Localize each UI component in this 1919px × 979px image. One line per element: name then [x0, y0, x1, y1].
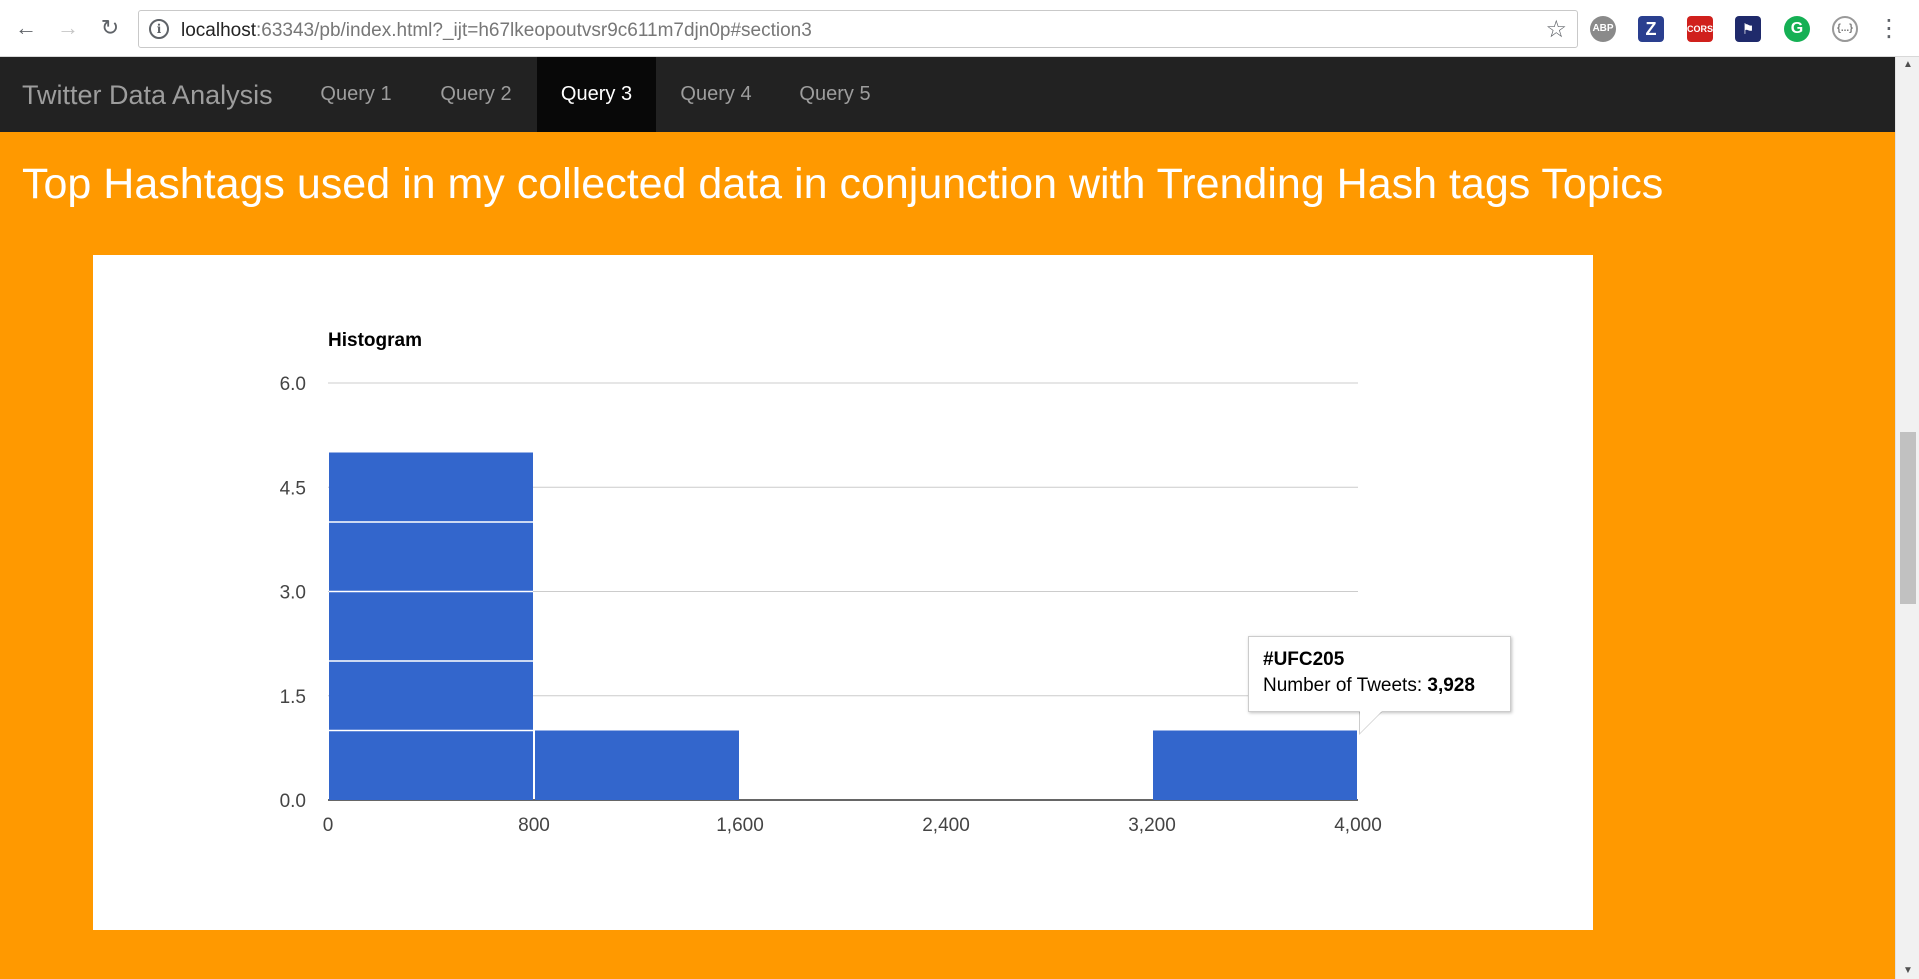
- url-text[interactable]: localhost:63343/pb/index.html?_ijt=h67lk…: [181, 20, 812, 42]
- x-tick-label: 2,400: [922, 815, 970, 836]
- y-tick-label: 6.0: [280, 374, 306, 395]
- forward-arrow-icon[interactable]: →: [57, 15, 79, 40]
- tooltip-body: Number of Tweets: 3,928: [1263, 675, 1496, 697]
- scroll-down-arrow-icon[interactable]: ▼: [1903, 965, 1913, 976]
- top-navbar: Twitter Data Analysis Query 1 Query 2 Qu…: [0, 57, 1895, 132]
- histogram-bar[interactable]: [535, 730, 739, 801]
- tooltip-label: Number of Tweets:: [1263, 675, 1428, 696]
- info-icon[interactable]: i: [149, 19, 169, 39]
- y-tick-label: 3.0: [280, 583, 306, 604]
- url-host: localhost: [181, 20, 256, 41]
- tooltip-title: #UFC205: [1263, 649, 1345, 670]
- address-bar[interactable]: i localhost:63343/pb/index.html?_ijt=h67…: [138, 10, 1578, 48]
- chart-card: Histogram 0 800 1,600 2,400 3,200 4,000 0.0 1.…: [93, 255, 1593, 930]
- x-axis-ticks: 0 800 1,600 2,400 3,200 4,000: [323, 815, 1382, 836]
- y-axis-ticks: 0.0 1.5 3.0 4.5 6.0: [280, 374, 306, 812]
- nav-item-query-5[interactable]: Query 5: [799, 83, 871, 105]
- x-tick-label: 4,000: [1334, 815, 1382, 836]
- y-tick-label: 4.5: [280, 478, 306, 499]
- chart-title: Histogram: [328, 330, 422, 351]
- nav-item-query-2[interactable]: Query 2: [440, 83, 512, 105]
- nav-item-query-3[interactable]: Query 3: [537, 57, 656, 132]
- browser-toolbar: ← → ↻ i localhost:63343/pb/index.html?_i…: [0, 0, 1919, 57]
- nav-item-query-4[interactable]: Query 4: [680, 83, 752, 105]
- page-scrollbar[interactable]: ▲ ▼: [1895, 57, 1919, 979]
- x-tick-label: 0: [323, 815, 334, 836]
- back-arrow-icon[interactable]: ←: [15, 15, 37, 40]
- y-tick-label: 0.0: [280, 791, 306, 812]
- scroll-up-arrow-icon[interactable]: ▲: [1903, 59, 1913, 70]
- scrollbar-thumb[interactable]: [1900, 432, 1916, 604]
- x-tick-label: 1,600: [716, 815, 764, 836]
- histogram-bar[interactable]: [1153, 730, 1357, 801]
- grammarly-icon[interactable]: G: [1784, 16, 1810, 42]
- url-path: :63343/pb/index.html?_ijt=h67lkeopoutvsr…: [256, 20, 812, 41]
- y-tick-label: 1.5: [280, 687, 306, 708]
- x-tick-label: 3,200: [1128, 815, 1176, 836]
- flag-extension-icon[interactable]: ⚑: [1735, 16, 1761, 42]
- bookmark-star-icon[interactable]: ☆: [1545, 16, 1567, 43]
- browser-menu-icon[interactable]: ⋮: [1877, 15, 1901, 42]
- tooltip-pointer: [1360, 711, 1382, 733]
- tooltip-value: 3,928: [1427, 675, 1475, 696]
- histogram-chart: Histogram 0 800 1,600 2,400 3,200 4,000 0.0 1.…: [280, 330, 1382, 836]
- adblock-plus-icon[interactable]: ABP: [1590, 16, 1616, 42]
- cors-icon[interactable]: CORS: [1687, 16, 1713, 42]
- chart-tooltip: #UFC205 Number of Tweets: 3,928: [1248, 636, 1511, 712]
- section-heading: Top Hashtags used in my collected data i…: [22, 160, 1664, 208]
- bar-layer: [329, 452, 1357, 801]
- json-viewer-icon[interactable]: {...}: [1832, 16, 1858, 42]
- navbar-brand[interactable]: Twitter Data Analysis: [22, 80, 273, 110]
- reload-icon[interactable]: ↻: [100, 15, 120, 40]
- histogram-bar[interactable]: [329, 452, 533, 801]
- nav-item-query-1[interactable]: Query 1: [320, 83, 392, 105]
- x-tick-label: 800: [518, 815, 550, 836]
- zotero-icon[interactable]: Z: [1638, 16, 1664, 42]
